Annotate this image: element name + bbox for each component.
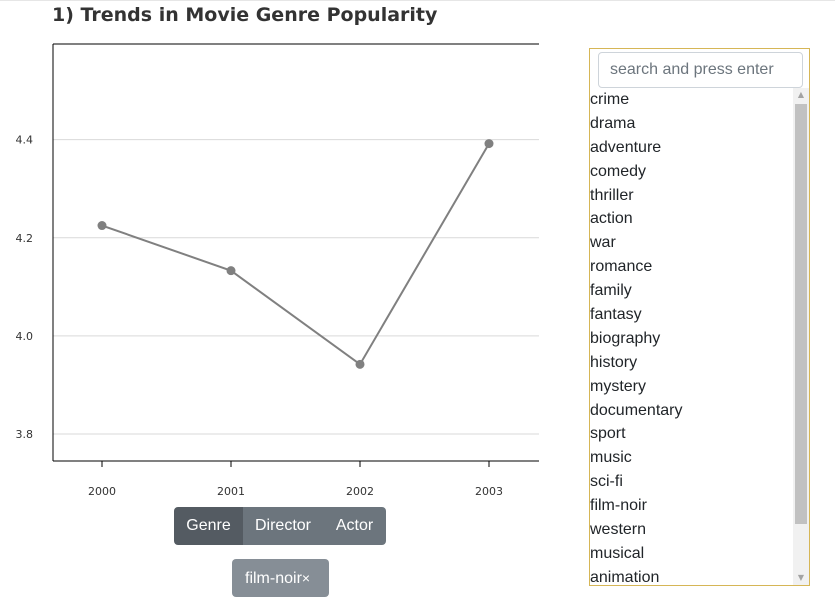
data-point[interactable] <box>355 359 365 369</box>
search-input[interactable] <box>598 52 803 88</box>
scroll-down-arrow-icon[interactable]: ▼ <box>797 573 805 582</box>
remove-chip-icon[interactable]: × <box>301 570 311 586</box>
x-tick-label: 2000 <box>88 485 116 498</box>
genre-list-item[interactable]: history <box>590 353 638 371</box>
list-scrollbar[interactable]: ▲ ▼ <box>793 88 809 585</box>
line-chart: 3.8 4.0 4.2 4.4 2000 2001 2002 2003 <box>16 43 539 498</box>
genre-list-item[interactable]: action <box>590 210 633 228</box>
filter-chip[interactable]: film-noir× <box>232 559 329 597</box>
series-line <box>101 143 490 366</box>
y-tick-label: 4.0 <box>16 330 34 343</box>
genre-list-item[interactable]: film-noir <box>590 497 647 515</box>
y-tick-label: 3.8 <box>16 428 34 441</box>
genre-list-item[interactable]: western <box>590 521 647 539</box>
top-divider <box>0 0 835 4</box>
x-tick-label: 2003 <box>475 485 503 498</box>
page-title: 1) Trends in Movie Genre Popularity <box>52 4 438 26</box>
filter-chip-label: film-noir <box>245 570 302 587</box>
genre-list-item[interactable]: music <box>590 449 632 467</box>
genre-list-item[interactable]: adventure <box>590 138 662 156</box>
genre-selector-panel: crime drama adventure comedy thriller action w… <box>589 48 810 586</box>
genre-list: crime drama adventure comedy thriller action w… <box>590 88 793 586</box>
actor-button[interactable]: Actor <box>323 507 386 545</box>
scroll-up-arrow-icon[interactable]: ▲ <box>797 90 805 99</box>
genre-list-item[interactable]: war <box>590 234 616 252</box>
x-tick-label: 2002 <box>346 485 374 498</box>
genre-list-item[interactable]: comedy <box>590 162 647 180</box>
data-point[interactable] <box>97 221 107 231</box>
scroll-thumb[interactable] <box>795 104 807 524</box>
genre-list-item[interactable]: mystery <box>590 377 646 395</box>
y-tick-label: 4.4 <box>16 134 34 147</box>
x-tick-label: 2001 <box>217 485 245 498</box>
genre-list-item[interactable]: biography <box>590 329 661 347</box>
genre-list-item[interactable]: romance <box>590 258 653 276</box>
genre-list-item[interactable]: musical <box>590 544 645 562</box>
genre-list-item[interactable]: sci-fi <box>590 473 623 491</box>
genre-list-item[interactable]: animation <box>590 568 660 586</box>
data-point[interactable] <box>226 266 236 276</box>
y-tick-label: 4.2 <box>16 232 34 245</box>
genre-list-item[interactable]: drama <box>590 114 636 132</box>
data-point[interactable] <box>484 139 494 149</box>
genre-list-item[interactable]: family <box>590 282 632 300</box>
genre-list-item[interactable]: sport <box>590 425 626 443</box>
genre-list-item[interactable]: fantasy <box>590 306 642 324</box>
genre-list-item[interactable]: thriller <box>590 186 634 204</box>
entity-toggle-group: Genre Director Actor <box>174 507 386 545</box>
genre-button[interactable]: Genre <box>174 507 243 545</box>
genre-list-item[interactable]: documentary <box>590 401 683 419</box>
director-button[interactable]: Director <box>243 507 323 545</box>
genre-list-item[interactable]: crime <box>590 91 630 108</box>
